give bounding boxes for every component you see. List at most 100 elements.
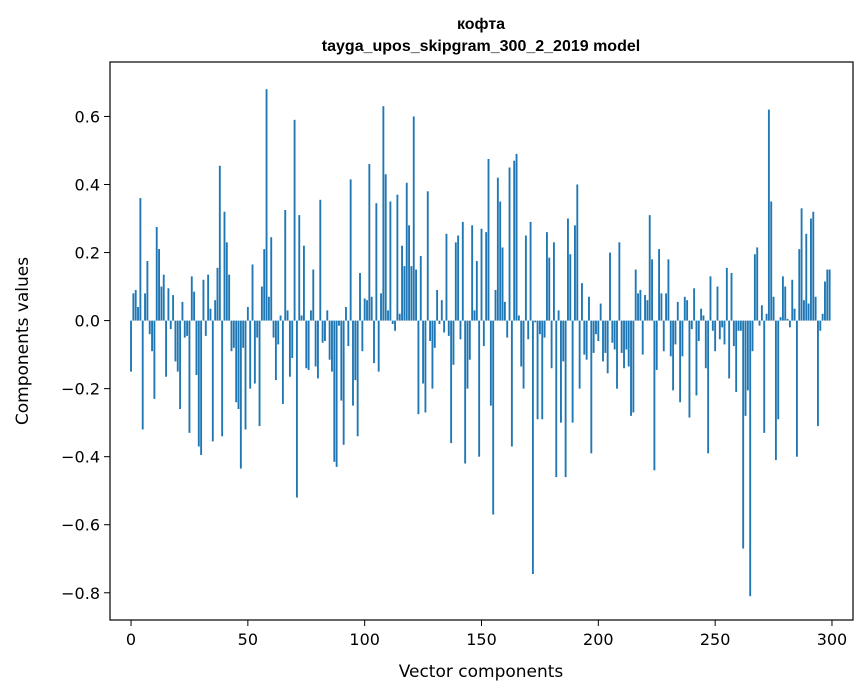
bar [527, 320, 530, 340]
bar [291, 320, 294, 359]
bar [258, 320, 261, 427]
bar [174, 320, 177, 362]
x-tick-label: 100 [349, 630, 380, 649]
bar [333, 320, 336, 462]
bar [176, 320, 179, 372]
bar [454, 242, 457, 321]
bar [162, 274, 165, 321]
bar [517, 315, 520, 321]
bar [317, 320, 319, 379]
y-tick-label: 0.0 [75, 312, 100, 331]
bar [431, 320, 434, 389]
bar [578, 320, 581, 389]
bar [725, 267, 728, 321]
bar [452, 320, 455, 365]
bar [141, 320, 144, 430]
bar [340, 320, 343, 401]
bar [412, 116, 415, 321]
bar [410, 266, 413, 321]
bar [251, 264, 254, 321]
bar [583, 320, 586, 355]
y-axis-ticks: −0.8 −0.6 −0.4 −0.2 0.0 0.2 0.4 0.6 [61, 107, 110, 603]
bar [202, 279, 205, 321]
bar [363, 298, 366, 321]
bar [436, 289, 439, 321]
bar [653, 320, 656, 471]
bar [576, 184, 579, 321]
bar [630, 320, 632, 416]
bar [373, 320, 375, 364]
bar [506, 320, 509, 338]
bar [793, 308, 796, 321]
bar [501, 247, 504, 321]
bar [426, 191, 429, 321]
bar [223, 211, 226, 321]
bar [181, 301, 184, 321]
bar [676, 301, 679, 321]
bar [508, 167, 511, 321]
bar [595, 320, 597, 335]
bar [218, 165, 221, 321]
bar [347, 320, 350, 347]
bar [826, 269, 829, 321]
bar [665, 293, 668, 321]
bar [408, 225, 410, 321]
bar [588, 296, 590, 321]
bar [515, 153, 518, 321]
bar [686, 300, 689, 321]
bar [522, 320, 525, 389]
y-tick-label: −0.2 [61, 380, 100, 399]
bar [361, 320, 364, 352]
bar [548, 257, 551, 321]
x-tick-label: 200 [583, 630, 614, 649]
bar [417, 320, 420, 415]
bar [153, 320, 156, 399]
bar [543, 320, 546, 338]
bar [805, 233, 808, 321]
bar [242, 320, 245, 348]
bar [478, 320, 481, 457]
bar [204, 320, 207, 336]
bar [485, 232, 488, 321]
bar [623, 320, 625, 369]
bar [324, 320, 326, 341]
bar [817, 320, 819, 427]
bar [606, 320, 609, 374]
bar [422, 320, 425, 384]
bar [821, 313, 824, 321]
bar [702, 315, 705, 321]
bar [487, 158, 490, 321]
bar [824, 281, 826, 321]
bar [195, 320, 198, 376]
bar [225, 242, 228, 321]
bar [144, 293, 146, 321]
bar [602, 320, 604, 362]
bar [765, 313, 768, 321]
bar [730, 272, 733, 321]
bar [560, 320, 562, 423]
bar [646, 300, 649, 321]
bar [637, 293, 639, 321]
bar [520, 320, 523, 367]
chart-title: кофта [457, 16, 505, 33]
bar [274, 320, 277, 381]
bar [639, 289, 642, 321]
bar [770, 201, 773, 321]
bar [389, 201, 392, 321]
bar [788, 320, 791, 328]
bar [634, 269, 637, 321]
bar [814, 296, 817, 321]
bar [772, 296, 775, 321]
bar [707, 320, 710, 454]
bar [366, 300, 368, 321]
bar [356, 320, 359, 437]
bar [146, 261, 149, 321]
bar [461, 221, 464, 321]
bar [609, 252, 611, 321]
bar [534, 320, 537, 323]
bar [230, 320, 233, 352]
bar [810, 218, 812, 321]
bar [723, 320, 726, 345]
bar [567, 218, 569, 321]
bar [368, 164, 371, 321]
